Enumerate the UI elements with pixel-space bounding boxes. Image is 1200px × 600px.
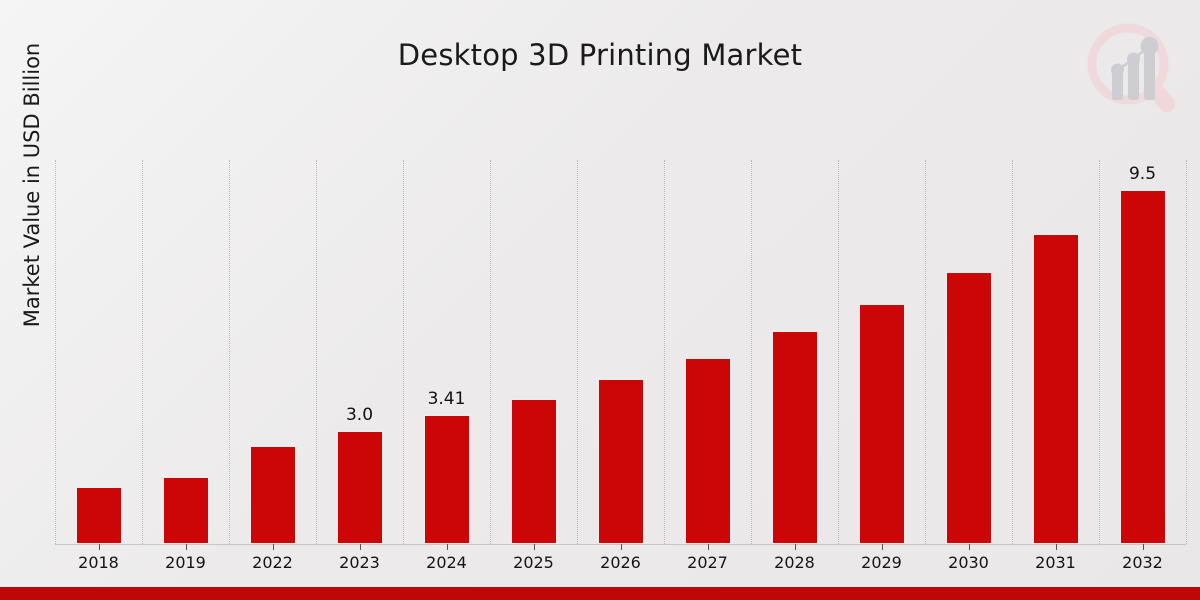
gridline bbox=[403, 160, 404, 544]
bar-slot bbox=[142, 160, 229, 544]
bar-slot bbox=[664, 160, 751, 544]
x-axis-tick bbox=[1142, 544, 1144, 550]
gridline bbox=[229, 160, 230, 544]
x-axis-tick bbox=[1055, 544, 1057, 550]
bar-slot bbox=[490, 160, 577, 544]
bar[interactable] bbox=[1032, 233, 1079, 544]
gridline bbox=[838, 160, 839, 544]
gridline bbox=[1186, 160, 1187, 544]
x-axis-tick bbox=[881, 544, 883, 550]
x-axis-tick-label: 2029 bbox=[861, 553, 902, 572]
x-axis-tick bbox=[185, 544, 187, 550]
x-axis-tick-label: 2018 bbox=[78, 553, 119, 572]
gridline bbox=[490, 160, 491, 544]
bar-value-label: 3.0 bbox=[345, 404, 374, 425]
footer-accent-bar bbox=[0, 587, 1200, 600]
x-axis-tick-label: 2032 bbox=[1122, 553, 1163, 572]
gridline bbox=[664, 160, 665, 544]
x-axis-tick bbox=[794, 544, 796, 550]
bar[interactable] bbox=[1119, 189, 1166, 544]
bar-slot: 9.5 bbox=[1099, 160, 1186, 544]
bar[interactable] bbox=[684, 357, 731, 544]
bar[interactable] bbox=[510, 398, 557, 544]
bar[interactable] bbox=[597, 378, 644, 544]
bar[interactable] bbox=[423, 415, 470, 544]
bar-slot bbox=[751, 160, 838, 544]
bar[interactable] bbox=[336, 430, 383, 544]
x-axis-tick-label: 2026 bbox=[600, 553, 641, 572]
x-axis-tick bbox=[968, 544, 970, 550]
bar-slot: 3.0 bbox=[316, 160, 403, 544]
bars-layer: 3.0 3.41 9.5 bbox=[55, 160, 1186, 544]
x-axis-tick-label: 2022 bbox=[252, 553, 293, 572]
x-axis-tick bbox=[707, 544, 709, 550]
gridline bbox=[751, 160, 752, 544]
x-axis-tick-label: 2027 bbox=[687, 553, 728, 572]
bar-slot bbox=[838, 160, 925, 544]
gridline bbox=[577, 160, 578, 544]
gridline bbox=[1099, 160, 1100, 544]
x-axis-tick-label: 2019 bbox=[165, 553, 206, 572]
bar-slot bbox=[925, 160, 1012, 544]
gridline bbox=[142, 160, 143, 544]
bar[interactable] bbox=[945, 271, 992, 544]
x-axis-tick-label: 2024 bbox=[426, 553, 467, 572]
bar-slot bbox=[577, 160, 664, 544]
x-axis-tick bbox=[446, 544, 448, 550]
y-axis-label: Market Value in USD Billion bbox=[20, 42, 44, 328]
x-axis-tick-label: 2031 bbox=[1035, 553, 1076, 572]
gridline bbox=[925, 160, 926, 544]
bar-slot bbox=[1012, 160, 1099, 544]
bar-value-label: 3.41 bbox=[427, 389, 466, 410]
gridline bbox=[1012, 160, 1013, 544]
bar-slot bbox=[229, 160, 316, 544]
x-axis-tick-label: 2023 bbox=[339, 553, 380, 572]
x-axis-tick bbox=[359, 544, 361, 550]
bar[interactable] bbox=[162, 477, 209, 544]
bar[interactable] bbox=[858, 303, 905, 544]
x-axis-tick-label: 2028 bbox=[774, 553, 815, 572]
bar[interactable] bbox=[249, 445, 296, 544]
plot-area: 3.0 3.41 9.5 bbox=[55, 160, 1187, 544]
bar[interactable] bbox=[771, 330, 818, 544]
x-axis-tick-label: 2030 bbox=[948, 553, 989, 572]
x-axis-tick bbox=[620, 544, 622, 550]
gridline bbox=[316, 160, 317, 544]
bar[interactable] bbox=[75, 487, 122, 544]
x-axis-tick bbox=[98, 544, 100, 550]
bar-slot bbox=[55, 160, 142, 544]
x-axis-tick-label: 2025 bbox=[513, 553, 554, 572]
x-axis-tick bbox=[272, 544, 274, 550]
bar-value-label: 9.5 bbox=[1128, 163, 1157, 184]
gridline bbox=[55, 160, 56, 544]
x-axis-tick bbox=[533, 544, 535, 550]
page-title: Desktop 3D Printing Market bbox=[397, 38, 803, 72]
bar-slot: 3.41 bbox=[403, 160, 490, 544]
